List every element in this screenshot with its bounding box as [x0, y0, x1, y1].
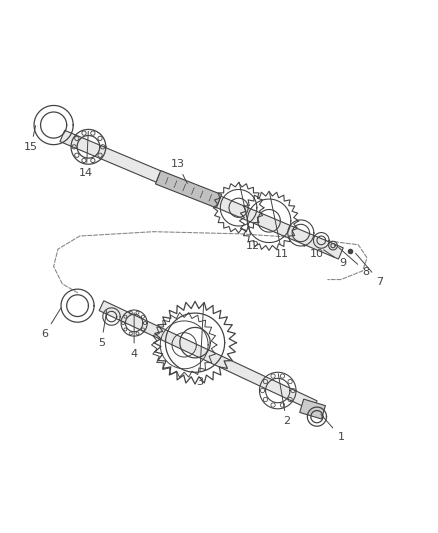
Text: 1: 1 [321, 414, 344, 442]
Text: 12: 12 [239, 182, 260, 251]
Text: 15: 15 [24, 126, 38, 152]
Polygon shape [99, 301, 317, 411]
Text: 11: 11 [270, 193, 289, 260]
Text: 7: 7 [356, 253, 384, 287]
Text: 8: 8 [339, 247, 370, 277]
Polygon shape [300, 399, 325, 419]
Polygon shape [155, 171, 222, 208]
Text: 2: 2 [278, 374, 290, 426]
Text: 14: 14 [79, 131, 93, 178]
Text: 9: 9 [324, 250, 346, 268]
Polygon shape [60, 131, 343, 259]
Text: 3: 3 [196, 304, 204, 387]
Text: 6: 6 [42, 308, 61, 339]
Text: 13: 13 [171, 159, 187, 183]
Text: 10: 10 [303, 245, 324, 260]
Text: 4: 4 [131, 313, 138, 359]
Text: 5: 5 [98, 311, 107, 348]
